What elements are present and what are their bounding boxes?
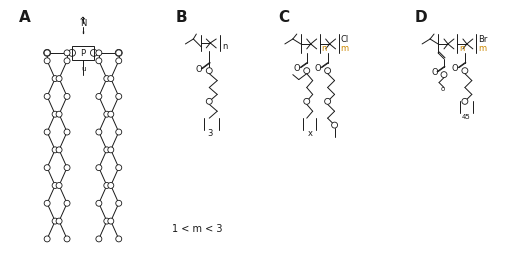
Text: Br: Br xyxy=(478,36,487,44)
Text: N: N xyxy=(80,19,86,28)
Circle shape xyxy=(304,98,310,104)
Text: o: o xyxy=(441,86,445,93)
Circle shape xyxy=(325,68,330,74)
Circle shape xyxy=(44,129,50,135)
Text: 45: 45 xyxy=(462,114,470,120)
Text: P: P xyxy=(80,49,85,58)
Circle shape xyxy=(104,218,110,224)
Circle shape xyxy=(44,50,50,56)
Circle shape xyxy=(52,111,58,117)
Text: D: D xyxy=(414,10,427,25)
Circle shape xyxy=(108,182,114,189)
Circle shape xyxy=(116,93,121,99)
Circle shape xyxy=(64,50,70,56)
Circle shape xyxy=(304,68,310,74)
Circle shape xyxy=(56,147,62,153)
Circle shape xyxy=(116,58,121,64)
Circle shape xyxy=(44,93,50,99)
Text: A: A xyxy=(19,10,31,25)
Circle shape xyxy=(69,49,75,56)
Circle shape xyxy=(96,165,102,171)
Circle shape xyxy=(104,147,110,153)
Circle shape xyxy=(96,129,102,135)
Circle shape xyxy=(96,50,102,56)
Circle shape xyxy=(90,49,97,56)
Circle shape xyxy=(441,72,447,77)
Circle shape xyxy=(56,111,62,117)
Text: n: n xyxy=(459,44,464,53)
Text: m: m xyxy=(478,44,486,53)
Text: C: C xyxy=(278,10,289,25)
Text: O: O xyxy=(294,64,300,73)
Text: Cl: Cl xyxy=(341,36,349,44)
Circle shape xyxy=(462,98,468,104)
Circle shape xyxy=(331,122,338,128)
Circle shape xyxy=(96,236,102,242)
Circle shape xyxy=(44,165,50,171)
Circle shape xyxy=(56,218,62,224)
Circle shape xyxy=(64,165,70,171)
Circle shape xyxy=(64,129,70,135)
Text: u: u xyxy=(81,66,85,72)
Circle shape xyxy=(108,147,114,153)
Circle shape xyxy=(52,147,58,153)
Circle shape xyxy=(108,76,114,82)
Text: m: m xyxy=(341,44,348,53)
Circle shape xyxy=(325,98,330,104)
Circle shape xyxy=(206,68,212,74)
Circle shape xyxy=(462,68,468,74)
Text: x: x xyxy=(308,129,313,137)
Circle shape xyxy=(44,236,50,242)
Circle shape xyxy=(96,200,102,206)
Circle shape xyxy=(64,93,70,99)
Circle shape xyxy=(64,200,70,206)
Text: O: O xyxy=(452,64,459,73)
Circle shape xyxy=(64,58,70,64)
Text: O: O xyxy=(195,65,202,74)
Text: B: B xyxy=(175,10,187,25)
Circle shape xyxy=(115,49,122,56)
Bar xyxy=(72,46,94,60)
Circle shape xyxy=(52,182,58,189)
Text: n: n xyxy=(222,43,227,51)
Circle shape xyxy=(44,200,50,206)
Circle shape xyxy=(56,76,62,82)
Circle shape xyxy=(64,236,70,242)
Circle shape xyxy=(116,236,121,242)
Text: n: n xyxy=(322,44,327,53)
Circle shape xyxy=(43,49,51,56)
Text: O: O xyxy=(315,64,322,73)
Circle shape xyxy=(104,111,110,117)
Circle shape xyxy=(52,76,58,82)
Text: O: O xyxy=(431,68,438,77)
Circle shape xyxy=(44,58,50,64)
Circle shape xyxy=(116,200,121,206)
Circle shape xyxy=(116,165,121,171)
Circle shape xyxy=(108,218,114,224)
Text: 1 < m < 3: 1 < m < 3 xyxy=(173,224,223,234)
Circle shape xyxy=(206,98,212,104)
Circle shape xyxy=(96,58,102,64)
Circle shape xyxy=(108,111,114,117)
Text: 3: 3 xyxy=(207,129,212,137)
Circle shape xyxy=(96,93,102,99)
Circle shape xyxy=(104,182,110,189)
Circle shape xyxy=(116,50,121,56)
Circle shape xyxy=(116,129,121,135)
Circle shape xyxy=(104,76,110,82)
Circle shape xyxy=(52,218,58,224)
Circle shape xyxy=(56,182,62,189)
